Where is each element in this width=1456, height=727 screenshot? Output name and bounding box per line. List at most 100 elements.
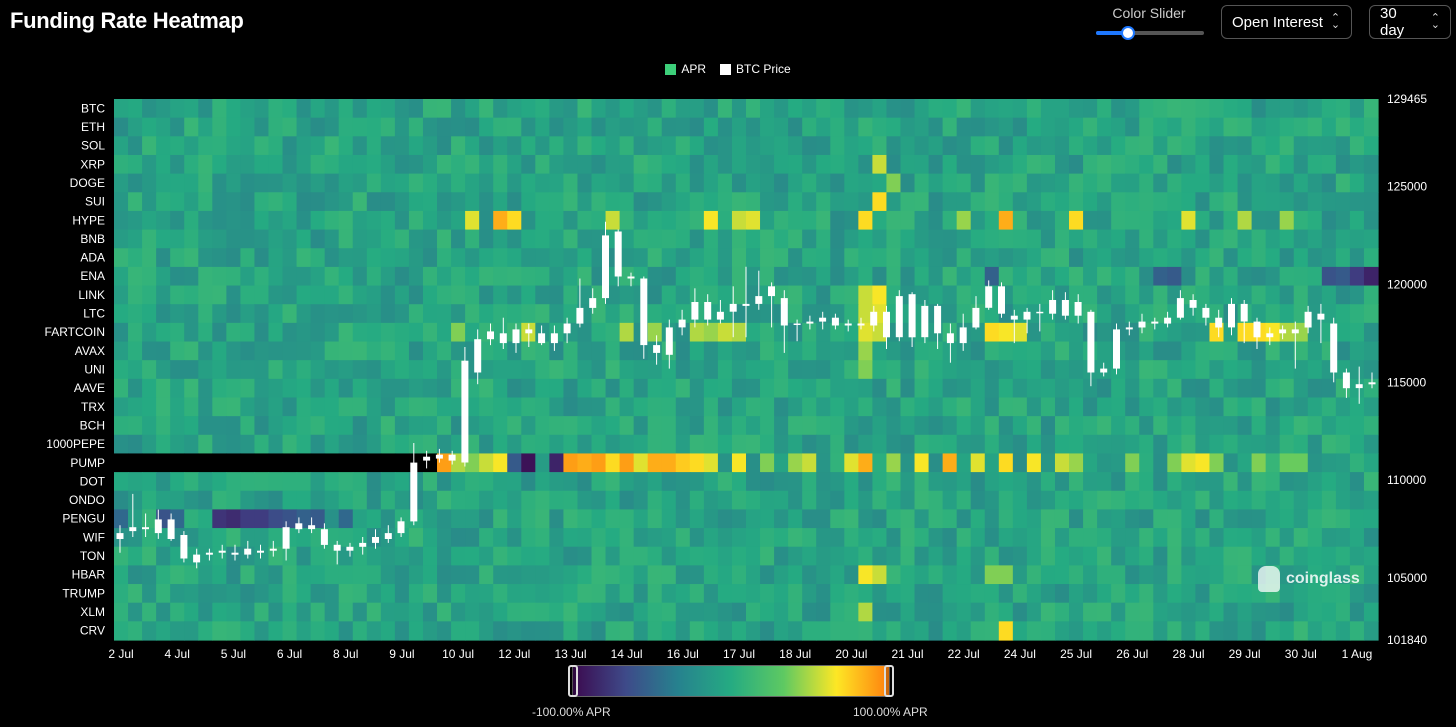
heatmap-cell[interactable] bbox=[268, 434, 284, 455]
heatmap-cell[interactable] bbox=[212, 117, 227, 137]
heatmap-cell[interactable] bbox=[1195, 266, 1211, 287]
heatmap-cell[interactable] bbox=[1153, 136, 1168, 156]
heatmap-cell[interactable] bbox=[563, 602, 579, 622]
heatmap-cell[interactable] bbox=[212, 621, 227, 641]
heatmap-cell[interactable] bbox=[408, 117, 424, 137]
heatmap-cell[interactable] bbox=[1012, 472, 1028, 492]
heatmap-cell[interactable] bbox=[296, 602, 312, 622]
heatmap-cell[interactable] bbox=[1349, 248, 1365, 268]
heatmap-cell[interactable] bbox=[142, 546, 157, 566]
heatmap-cell[interactable] bbox=[324, 490, 340, 511]
heatmap-cell[interactable] bbox=[422, 154, 438, 175]
heatmap-cell[interactable] bbox=[1083, 266, 1098, 287]
heatmap-cell[interactable] bbox=[184, 136, 199, 156]
heatmap-cell[interactable] bbox=[1181, 528, 1197, 548]
heatmap-cell[interactable] bbox=[1251, 173, 1267, 193]
heatmap-cell[interactable] bbox=[338, 341, 354, 361]
heatmap-cell[interactable] bbox=[268, 322, 284, 343]
heatmap-cell[interactable] bbox=[830, 472, 845, 492]
heatmap-cell[interactable] bbox=[1012, 154, 1028, 175]
heatmap-cell[interactable] bbox=[465, 378, 480, 399]
heatmap-cell[interactable] bbox=[872, 602, 888, 622]
heatmap-cell[interactable] bbox=[451, 509, 466, 529]
heatmap-cell[interactable] bbox=[928, 565, 944, 585]
heatmap-cell[interactable] bbox=[1209, 322, 1225, 343]
heatmap-cell[interactable] bbox=[1335, 565, 1351, 585]
heatmap-cell[interactable] bbox=[858, 136, 873, 156]
heatmap-cell[interactable] bbox=[1195, 490, 1211, 511]
heatmap-cell[interactable] bbox=[1181, 434, 1197, 455]
heatmap-cell[interactable] bbox=[493, 285, 508, 305]
heatmap-cell[interactable] bbox=[128, 528, 143, 548]
heatmap-cell[interactable] bbox=[703, 322, 719, 343]
heatmap-cell[interactable] bbox=[549, 192, 565, 212]
heatmap-cell[interactable] bbox=[212, 304, 227, 324]
heatmap-cell[interactable] bbox=[956, 621, 972, 641]
heatmap-cell[interactable] bbox=[422, 621, 438, 641]
heatmap-cell[interactable] bbox=[479, 341, 494, 361]
heatmap-cell[interactable] bbox=[240, 584, 256, 604]
heatmap-cell[interactable] bbox=[422, 490, 438, 511]
heatmap-cell[interactable] bbox=[928, 621, 944, 641]
heatmap-cell[interactable] bbox=[1349, 509, 1365, 529]
heatmap-cell[interactable] bbox=[858, 248, 873, 268]
heatmap-cell[interactable] bbox=[647, 117, 663, 137]
heatmap-cell[interactable] bbox=[1363, 322, 1379, 343]
heatmap-cell[interactable] bbox=[1335, 490, 1351, 511]
heatmap-cell[interactable] bbox=[1293, 453, 1309, 473]
heatmap-cell[interactable] bbox=[352, 360, 368, 380]
heatmap-cell[interactable] bbox=[830, 248, 845, 268]
heatmap-cell[interactable] bbox=[746, 453, 761, 473]
heatmap-cell[interactable] bbox=[717, 229, 733, 249]
heatmap-cell[interactable] bbox=[956, 565, 972, 585]
heatmap-cell[interactable] bbox=[408, 285, 424, 305]
heatmap-cell[interactable] bbox=[1167, 154, 1182, 175]
heatmap-cell[interactable] bbox=[1026, 248, 1042, 268]
heatmap-cell[interactable] bbox=[1279, 416, 1295, 436]
heatmap-cell[interactable] bbox=[605, 322, 621, 343]
heatmap-cell[interactable] bbox=[465, 509, 480, 529]
heatmap-cell[interactable] bbox=[591, 99, 607, 119]
heatmap-cell[interactable] bbox=[970, 360, 986, 380]
heatmap-cell[interactable] bbox=[647, 397, 663, 417]
heatmap-cell[interactable] bbox=[1335, 546, 1351, 566]
heatmap-cell[interactable] bbox=[591, 509, 607, 529]
heatmap-cell[interactable] bbox=[1209, 472, 1225, 492]
heatmap-cell[interactable] bbox=[1139, 565, 1154, 585]
heatmap-cell[interactable] bbox=[338, 509, 354, 529]
heatmap-cell[interactable] bbox=[1069, 490, 1084, 511]
heatmap-cell[interactable] bbox=[493, 154, 508, 175]
heatmap-cell[interactable] bbox=[240, 304, 256, 324]
heatmap-cell[interactable] bbox=[465, 266, 480, 287]
heatmap-cell[interactable] bbox=[226, 192, 241, 212]
heatmap-cell[interactable] bbox=[451, 99, 466, 119]
heatmap-cell[interactable] bbox=[731, 509, 747, 529]
heatmap-cell[interactable] bbox=[591, 154, 607, 175]
heatmap-cell[interactable] bbox=[1167, 397, 1182, 417]
heatmap-cell[interactable] bbox=[142, 490, 157, 511]
btc-candle[interactable] bbox=[1138, 313, 1146, 334]
heatmap-cell[interactable] bbox=[352, 565, 368, 585]
heatmap-cell[interactable] bbox=[872, 472, 888, 492]
heatmap-cell[interactable] bbox=[338, 173, 354, 193]
heatmap-cell[interactable] bbox=[689, 490, 705, 511]
btc-candle[interactable] bbox=[908, 292, 916, 347]
heatmap-cell[interactable] bbox=[942, 472, 958, 492]
heatmap-cell[interactable] bbox=[1069, 266, 1084, 287]
heatmap-cell[interactable] bbox=[591, 397, 607, 417]
heatmap-cell[interactable] bbox=[689, 565, 705, 585]
heatmap-cell[interactable] bbox=[1083, 192, 1098, 212]
heatmap-cell[interactable] bbox=[324, 584, 340, 604]
heatmap-cell[interactable] bbox=[661, 173, 677, 193]
heatmap-cell[interactable] bbox=[1321, 154, 1337, 175]
heatmap-cell[interactable] bbox=[1209, 602, 1225, 622]
heatmap-cell[interactable] bbox=[563, 285, 579, 305]
heatmap-cell[interactable] bbox=[493, 304, 508, 324]
heatmap-cell[interactable] bbox=[1097, 453, 1112, 473]
heatmap-cell[interactable] bbox=[338, 565, 354, 585]
heatmap-cell[interactable] bbox=[774, 360, 789, 380]
heatmap-cell[interactable] bbox=[352, 490, 368, 511]
heatmap-cell[interactable] bbox=[240, 99, 256, 119]
heatmap-cell[interactable] bbox=[1363, 229, 1379, 249]
heatmap-cell[interactable] bbox=[493, 378, 508, 399]
